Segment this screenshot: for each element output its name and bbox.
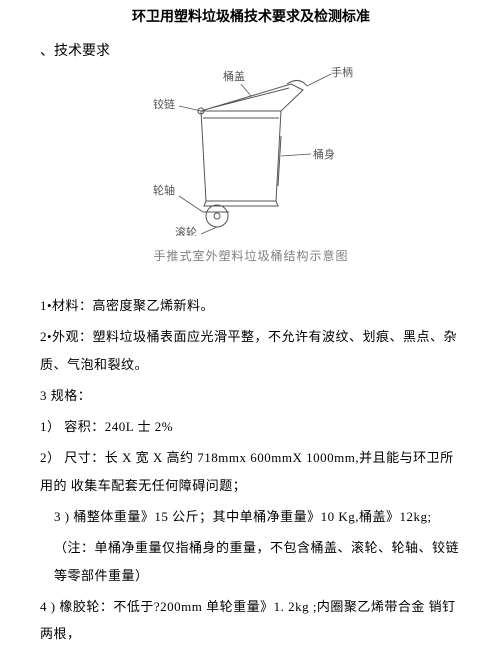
para-6: 3 ) 桶整体重量》15 公斤；其中单桶净重量》10 Kg,桶盖》12kg; xyxy=(40,503,462,530)
para-4: 1） 容积：240L 士 2% xyxy=(40,413,462,440)
bin-diagram: 手柄 桶盖 铰链 桶身 轮轴 滚轮 xyxy=(131,66,371,236)
label-wheel: 滚轮 xyxy=(175,225,197,236)
para-8: 4 ) 橡胶轮：不低于?200mm 单轮重量》1. 2kg ;内圈聚乙烯带合金 … xyxy=(40,593,462,648)
page-root: 环卫用塑料垃圾桶技术要求及检测标准 、技术要求 xyxy=(0,0,502,648)
label-handle: 手柄 xyxy=(331,66,353,79)
para-5: 2） 尺寸：长 X 宽 X 高约 718mmx 600mmX 1000mm,并且… xyxy=(40,444,462,499)
label-axle: 轮轴 xyxy=(153,183,175,197)
figure: 手柄 桶盖 铰链 桶身 轮轴 滚轮 xyxy=(40,66,462,241)
para-1: 1•材料：高密度聚乙烯新料。 xyxy=(40,292,462,319)
section-header: 、技术要求 xyxy=(40,40,462,60)
para-7: （注：单桶净重量仅指桶身的重量，不包含桶盖、滚轮、轮轴、铰链 等零部件重量） xyxy=(40,534,462,589)
para-3: 3 规格： xyxy=(40,382,462,409)
figure-caption: 手推式室外塑料垃圾桶结构示意图 xyxy=(40,247,462,264)
label-lid: 桶盖 xyxy=(223,69,245,83)
label-body: 桶身 xyxy=(313,147,335,161)
label-hinge: 铰链 xyxy=(153,97,175,111)
para-2: 2•外观：塑料垃圾桶表面应光滑平整，不允许有波纹、划痕、黑点、杂 质、气泡和裂纹… xyxy=(40,323,462,378)
doc-title: 环卫用塑料垃圾桶技术要求及检测标准 xyxy=(40,6,462,26)
